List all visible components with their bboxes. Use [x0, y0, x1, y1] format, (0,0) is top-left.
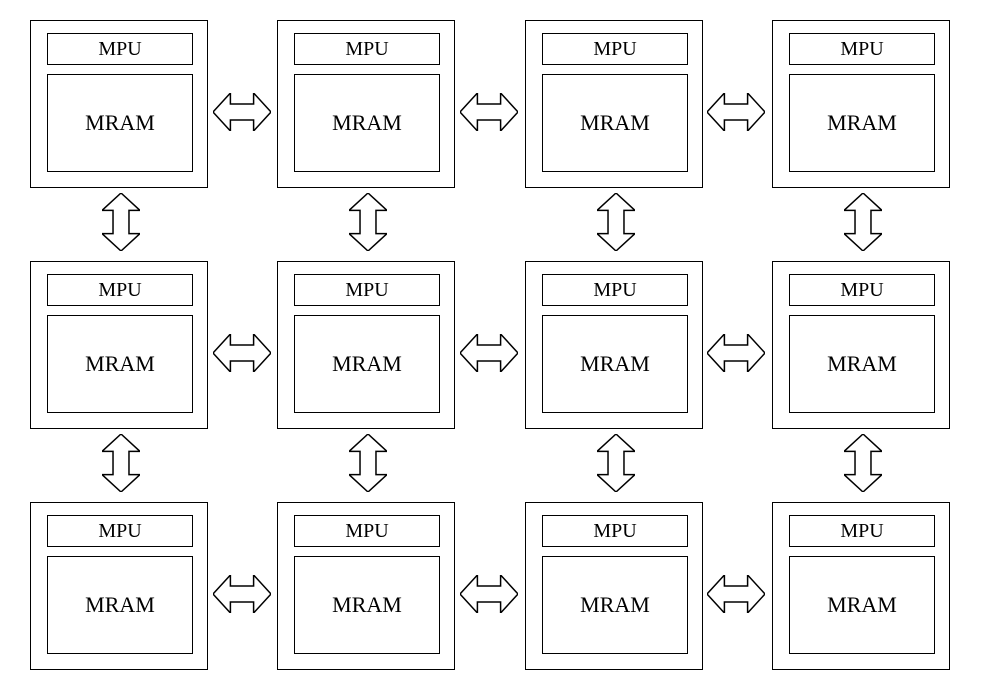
mram-box: MRAM — [789, 74, 935, 172]
bidirectional-arrow-icon — [349, 193, 387, 256]
mram-box: MRAM — [47, 315, 193, 413]
mram-box: MRAM — [542, 315, 688, 413]
mram-box: MRAM — [294, 74, 440, 172]
mram-box: MRAM — [542, 556, 688, 654]
diagram-canvas: MPU MRAM MPU MRAM MPU MRAM MPU MRAM MPU MRAM MPU MR… — [0, 0, 1000, 693]
mpu-box: MPU — [47, 515, 193, 547]
mpu-box: MPU — [47, 33, 193, 65]
bidirectional-arrow-icon — [844, 193, 882, 256]
bidirectional-arrow-icon — [707, 334, 765, 377]
processor-node: MPU MRAM — [772, 502, 950, 670]
mpu-box: MPU — [542, 515, 688, 547]
mpu-box: MPU — [294, 274, 440, 306]
bidirectional-arrow-icon — [844, 434, 882, 497]
mpu-box: MPU — [789, 33, 935, 65]
processor-node: MPU MRAM — [525, 20, 703, 188]
bidirectional-arrow-icon — [213, 93, 271, 136]
processor-node: MPU MRAM — [30, 20, 208, 188]
mram-box: MRAM — [789, 556, 935, 654]
mram-box: MRAM — [542, 74, 688, 172]
processor-node: MPU MRAM — [277, 261, 455, 429]
mpu-box: MPU — [294, 33, 440, 65]
bidirectional-arrow-icon — [597, 193, 635, 256]
mpu-box: MPU — [542, 33, 688, 65]
mram-box: MRAM — [294, 315, 440, 413]
processor-node: MPU MRAM — [525, 502, 703, 670]
processor-node: MPU MRAM — [772, 20, 950, 188]
bidirectional-arrow-icon — [707, 575, 765, 618]
bidirectional-arrow-icon — [597, 434, 635, 497]
bidirectional-arrow-icon — [102, 193, 140, 256]
bidirectional-arrow-icon — [213, 575, 271, 618]
bidirectional-arrow-icon — [460, 93, 518, 136]
mram-box: MRAM — [47, 74, 193, 172]
mram-box: MRAM — [789, 315, 935, 413]
mram-box: MRAM — [294, 556, 440, 654]
bidirectional-arrow-icon — [213, 334, 271, 377]
mpu-box: MPU — [294, 515, 440, 547]
bidirectional-arrow-icon — [349, 434, 387, 497]
processor-node: MPU MRAM — [30, 261, 208, 429]
mpu-box: MPU — [542, 274, 688, 306]
mpu-box: MPU — [789, 274, 935, 306]
mpu-box: MPU — [47, 274, 193, 306]
bidirectional-arrow-icon — [460, 575, 518, 618]
processor-node: MPU MRAM — [525, 261, 703, 429]
processor-node: MPU MRAM — [772, 261, 950, 429]
processor-node: MPU MRAM — [277, 20, 455, 188]
mpu-box: MPU — [789, 515, 935, 547]
mram-box: MRAM — [47, 556, 193, 654]
bidirectional-arrow-icon — [707, 93, 765, 136]
processor-node: MPU MRAM — [30, 502, 208, 670]
processor-node: MPU MRAM — [277, 502, 455, 670]
bidirectional-arrow-icon — [460, 334, 518, 377]
bidirectional-arrow-icon — [102, 434, 140, 497]
